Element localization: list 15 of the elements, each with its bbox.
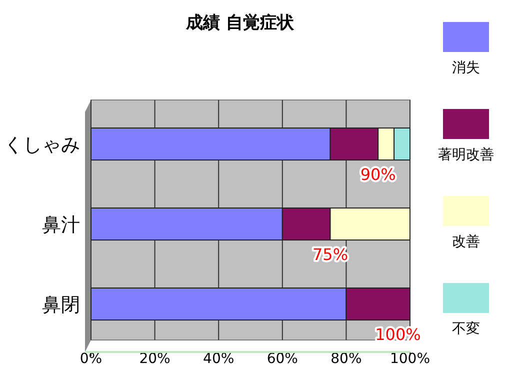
x-tick-label: 40% (203, 351, 234, 367)
y-tick-label: 鼻閉 (42, 294, 80, 316)
legend-label: 著明改善 (438, 146, 494, 163)
x-tick-label: 20% (139, 351, 170, 367)
legend-label: 改善 (452, 233, 480, 250)
x-tick-label: 80% (330, 351, 362, 367)
y-tick-label: 鼻汁 (42, 214, 80, 236)
x-tick-label: 100% (390, 351, 430, 367)
x-tick-label: 60% (266, 351, 298, 367)
legend-label: 消失 (452, 60, 480, 76)
chart-title: 成績 自覚症状 (185, 13, 295, 33)
x-tick-label: 0% (80, 351, 102, 367)
y-tick-label: くしゃみ (4, 134, 80, 156)
legend-label: 不変 (452, 321, 480, 337)
annotation: 90% (360, 165, 396, 184)
